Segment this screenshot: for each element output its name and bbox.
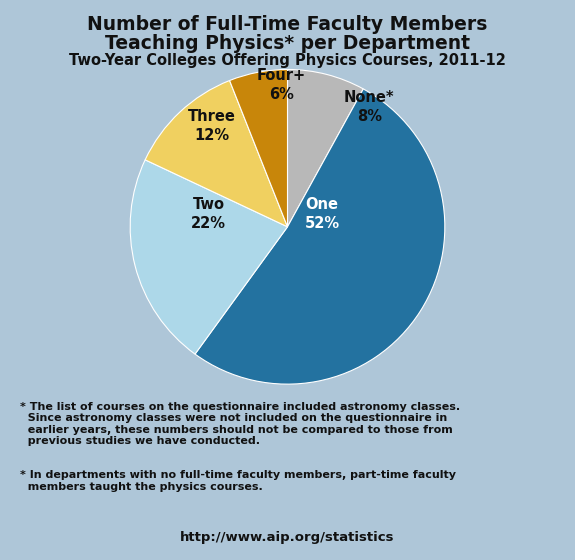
Text: Four+
6%: Four+ 6% <box>256 68 306 102</box>
Wedge shape <box>145 81 288 227</box>
Text: * The list of courses on the questionnaire included astronomy classes.
  Since a: * The list of courses on the questionnai… <box>20 402 460 446</box>
Text: One
52%: One 52% <box>305 198 340 231</box>
Text: Two
22%: Two 22% <box>191 198 227 231</box>
Wedge shape <box>130 160 288 354</box>
Text: Two-Year Colleges Offering Physics Courses, 2011-12: Two-Year Colleges Offering Physics Cours… <box>69 53 506 68</box>
Text: * In departments with no full-time faculty members, part-time faculty
  members : * In departments with no full-time facul… <box>20 470 456 492</box>
Text: Number of Full-Time Faculty Members: Number of Full-Time Faculty Members <box>87 15 488 34</box>
Text: None*
8%: None* 8% <box>344 90 394 124</box>
Text: Teaching Physics* per Department: Teaching Physics* per Department <box>105 34 470 53</box>
Wedge shape <box>229 69 288 227</box>
Text: http://www.aip.org/statistics: http://www.aip.org/statistics <box>180 531 395 544</box>
Wedge shape <box>288 69 363 227</box>
Text: Three
12%: Three 12% <box>188 109 236 143</box>
Wedge shape <box>195 89 445 384</box>
